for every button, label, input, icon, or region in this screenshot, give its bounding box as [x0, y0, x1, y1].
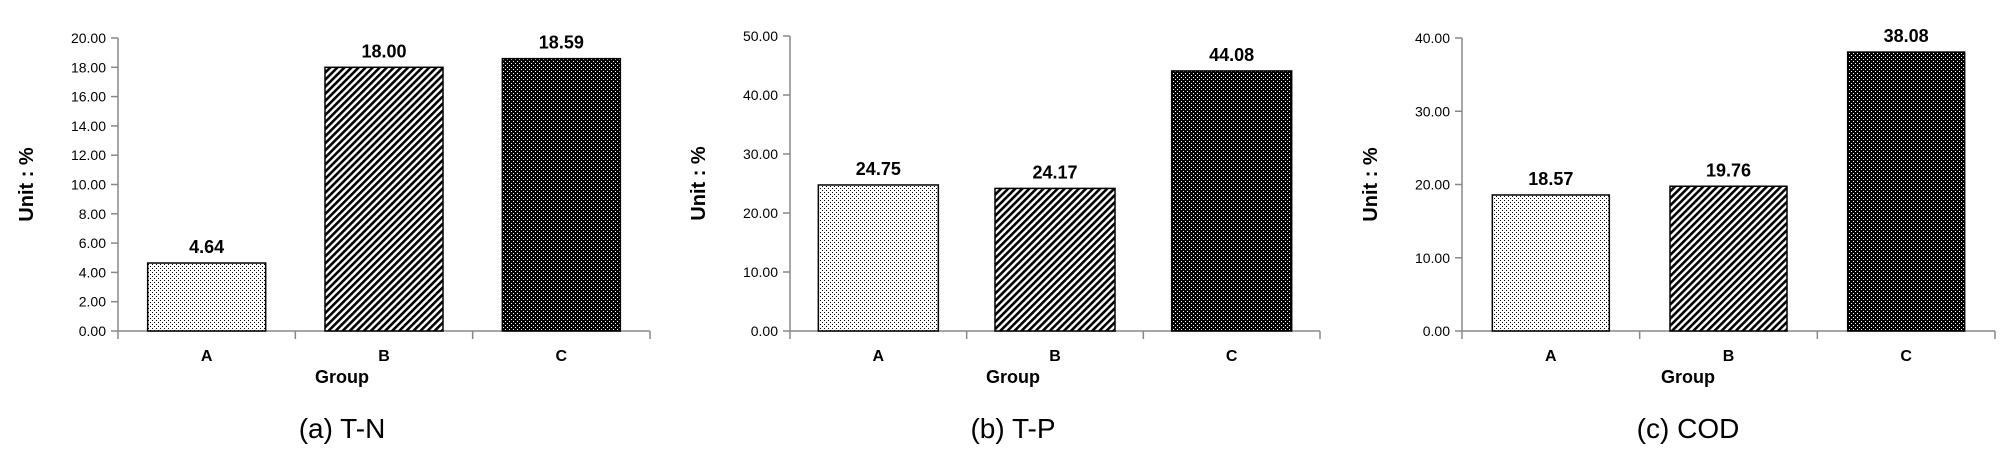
x-axis-label: Group [986, 367, 1040, 387]
y-tick-label: 30.00 [1415, 103, 1450, 119]
data-label: 44.08 [1209, 45, 1254, 65]
chart-panel-3: 0.00 10.00 20.00 30.00 40.00 18.57 A 19.76 B 38.0… [1360, 26, 1996, 444]
x-tick-label: C [1900, 348, 1912, 365]
panel-caption: (a) T-N [299, 413, 386, 444]
y-tick-label: 8.00 [79, 206, 106, 222]
bar-B [994, 187, 1116, 332]
x-axis-label: Group [315, 367, 369, 387]
data-label: 19.76 [1706, 160, 1751, 180]
x-tick-label: B [378, 348, 390, 365]
y-axis-label: Unit : % [688, 146, 710, 221]
y-tick-label: 10.00 [71, 177, 106, 193]
y-tick-label: 20.00 [743, 205, 778, 221]
y-tick-label: 10.00 [743, 264, 778, 280]
y-tick-label: 40.00 [1415, 30, 1450, 46]
bar-A [146, 262, 267, 332]
y-tick-label: 50.00 [743, 28, 778, 44]
y-tick-label: 16.00 [71, 89, 106, 105]
data-label: 18.00 [361, 41, 406, 61]
y-tick-label: 20.00 [71, 30, 106, 46]
x-tick-label: A [873, 348, 885, 365]
y-tick-label: 4.00 [79, 264, 106, 280]
x-tick-label: A [1545, 348, 1557, 365]
y-tick-label: 18.00 [71, 59, 106, 75]
y-tick-label: 0.00 [79, 323, 106, 339]
panel-caption: (c) COD [1637, 413, 1740, 444]
y-tick-label: 40.00 [743, 87, 778, 103]
data-label: 4.64 [189, 237, 224, 257]
y-tick-label: 0.00 [751, 323, 778, 339]
x-axis-label: Group [1661, 367, 1715, 387]
y-axis-label: Unit : % [16, 147, 38, 222]
y-tick-label: 30.00 [743, 146, 778, 162]
data-label: 18.59 [539, 33, 584, 53]
bar-C [501, 57, 622, 332]
bar-B [324, 66, 444, 332]
y-tick-label: 2.00 [79, 294, 106, 310]
panel-caption: (b) T-P [970, 413, 1055, 444]
charts-root: 0.00 2.00 4.00 6.00 8.00 10.00 12.00 14.00 16.00… [16, 26, 1996, 444]
bar-A [817, 184, 940, 332]
x-tick-label: B [1049, 348, 1061, 365]
bar-C [1170, 70, 1293, 332]
x-tick-label: B [1723, 348, 1735, 365]
x-tick-label: A [201, 348, 213, 365]
y-tick-label: 12.00 [71, 147, 106, 163]
y-tick-label: 6.00 [79, 235, 106, 251]
chart-panel-1: 0.00 2.00 4.00 6.00 8.00 10.00 12.00 14.00 16.00… [16, 30, 651, 444]
bar-B [1669, 185, 1788, 332]
y-tick-label: 20.00 [1415, 177, 1450, 193]
x-tick-label: C [1226, 348, 1238, 365]
data-label: 18.57 [1528, 169, 1573, 189]
y-tick-label: 10.00 [1415, 250, 1450, 266]
y-axis-label: Unit : % [1360, 147, 1382, 222]
bar-C [1846, 51, 1966, 332]
y-tick-label: 14.00 [71, 118, 106, 134]
data-label: 24.17 [1032, 162, 1077, 182]
bar-A [1491, 194, 1611, 332]
data-label: 24.75 [856, 159, 901, 179]
data-label: 38.08 [1884, 26, 1929, 46]
chart-panel-2: 0.00 10.00 20.00 30.00 40.00 50.00 24.75 A 24.17… [688, 28, 1321, 444]
x-tick-label: C [556, 348, 568, 365]
y-tick-label: 0.00 [1423, 323, 1450, 339]
